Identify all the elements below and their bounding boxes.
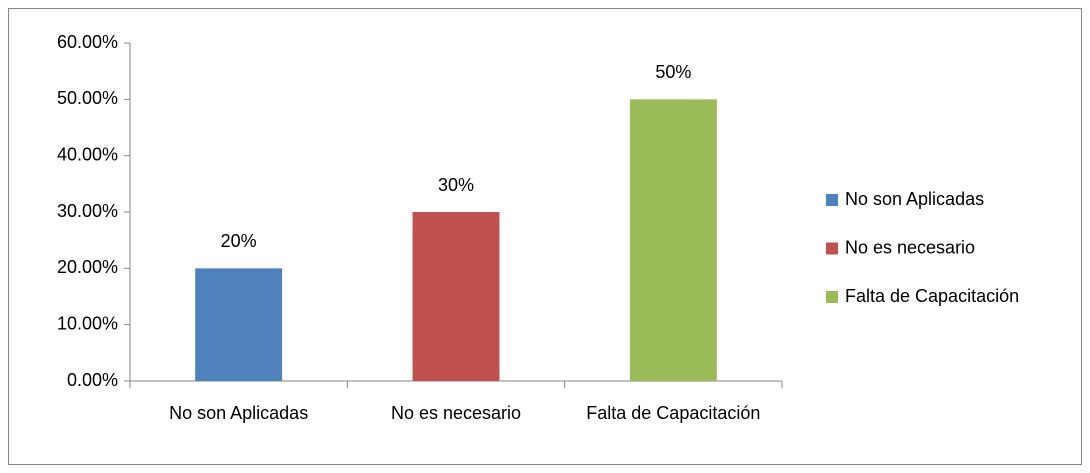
x-tick-label: No son Aplicadas xyxy=(169,403,309,423)
x-tick-label-box: No son Aplicadas xyxy=(169,403,309,423)
bar xyxy=(195,268,283,381)
y-tick-label: 60.00% xyxy=(57,32,118,52)
y-tick-label: 20.00% xyxy=(57,257,118,277)
bar xyxy=(629,99,717,381)
x-tick-label-box: Falta de Capacitación xyxy=(586,403,761,423)
y-tick-label: 40.00% xyxy=(57,144,118,164)
bar xyxy=(412,212,500,381)
y-tick-label: 50.00% xyxy=(57,88,118,108)
legend-label: No son Aplicadas xyxy=(845,189,984,209)
x-tick-label-box: No es necesario xyxy=(390,403,522,423)
legend-swatch xyxy=(826,291,838,303)
x-tick-label: No es necesario xyxy=(390,403,522,423)
data-label: 30% xyxy=(438,175,474,195)
legend-swatch xyxy=(826,194,838,206)
data-label: 20% xyxy=(221,231,257,251)
x-tick-label: Falta de Capacitación xyxy=(586,403,761,423)
legend-swatch xyxy=(826,242,838,255)
legend-label: No es necesario xyxy=(845,237,975,257)
y-tick-label: 30.00% xyxy=(57,201,118,221)
data-label: 50% xyxy=(655,62,691,82)
legend-label: Falta de Capacitación xyxy=(845,286,1019,306)
y-tick-label: 10.00% xyxy=(57,313,118,333)
y-tick-label: 0.00% xyxy=(67,370,118,390)
chart-frame xyxy=(8,8,1082,465)
